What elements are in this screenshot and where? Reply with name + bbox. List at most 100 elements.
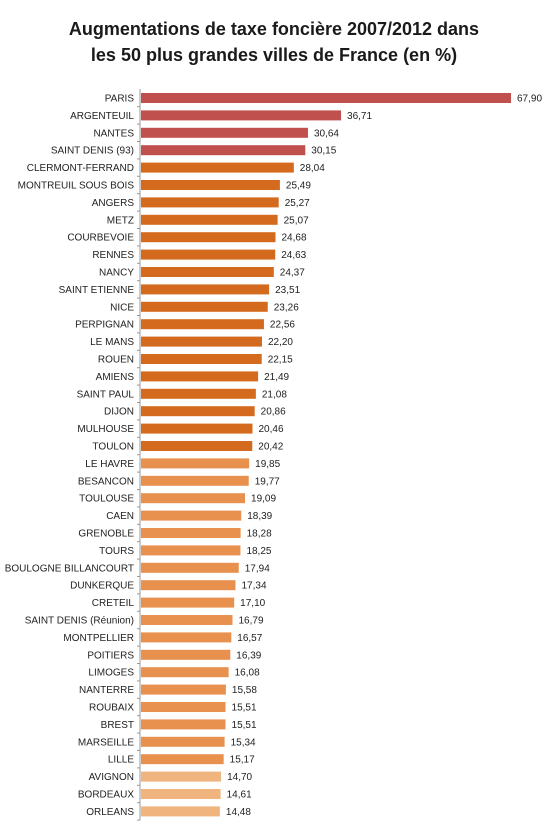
category-label: LILLE (108, 755, 134, 766)
bar (141, 736, 225, 747)
chart-title-line-1: Augmentations de taxe foncière 2007/2012… (68, 19, 480, 39)
category-label: AVIGNON (89, 772, 134, 783)
bar (141, 458, 250, 469)
category-label: SAINT DENIS (93) (51, 146, 134, 157)
category-label: POITIERS (87, 650, 134, 661)
bar (141, 214, 278, 225)
category-label: LE HAVRE (85, 459, 134, 470)
category-label: DIJON (104, 407, 134, 418)
bar (141, 789, 221, 799)
value-label: 16,79 (238, 616, 263, 627)
bar (141, 127, 308, 138)
value-label: 24,63 (281, 250, 306, 261)
value-label: 22,15 (268, 355, 293, 366)
bar (141, 319, 264, 330)
category-label: NANTERRE (79, 685, 134, 696)
bar (141, 580, 236, 591)
value-label: 22,20 (268, 337, 293, 348)
category-label: RENNES (92, 250, 134, 261)
value-label: 16,57 (237, 633, 262, 644)
value-label: 16,08 (235, 668, 260, 679)
category-label: PARIS (105, 94, 135, 105)
value-label: 17,10 (240, 598, 265, 609)
value-label: 18,25 (246, 546, 271, 557)
value-label: 20,46 (258, 424, 283, 435)
value-label: 18,28 (247, 529, 272, 540)
category-label: TOURS (99, 546, 134, 557)
bar (141, 423, 253, 434)
value-label: 20,42 (258, 442, 283, 453)
bar (141, 406, 255, 417)
value-label: 15,34 (231, 737, 256, 748)
category-label: TOULON (93, 442, 135, 453)
bar (141, 110, 342, 121)
bar (141, 649, 231, 660)
bar (141, 702, 226, 712)
bar (141, 371, 259, 382)
bar (141, 197, 279, 208)
bar (141, 754, 224, 765)
value-label: 24,37 (280, 268, 305, 279)
value-label: 17,34 (241, 581, 266, 592)
value-label: 25,49 (286, 181, 311, 192)
bar (141, 249, 276, 260)
category-label: BESANCON (78, 476, 134, 487)
value-label: 25,07 (284, 215, 309, 226)
category-label: ARGENTEUIL (70, 111, 134, 122)
bar (141, 267, 274, 277)
category-label: MULHOUSE (77, 424, 134, 435)
bar (141, 528, 241, 538)
value-label: 25,27 (285, 198, 310, 209)
value-label: 24,68 (281, 233, 306, 244)
category-label: GRENOBLE (78, 529, 134, 540)
bar (141, 771, 222, 782)
value-label: 18,39 (247, 511, 272, 522)
value-label: 15,51 (232, 720, 257, 731)
bar (141, 632, 232, 643)
value-label: 15,17 (230, 755, 255, 766)
bar (141, 354, 262, 364)
category-label: CLERMONT-FERRAND (27, 163, 134, 174)
bar (141, 145, 306, 156)
category-label: LE MANS (90, 337, 134, 348)
value-label: 23,51 (275, 285, 300, 296)
category-label: TOULOUSE (79, 494, 134, 505)
category-label: NANCY (99, 268, 134, 279)
value-label: 28,04 (300, 163, 325, 174)
value-label: 17,94 (245, 563, 270, 574)
bar (141, 284, 270, 295)
category-label: PERPIGNAN (75, 320, 134, 331)
bar (141, 441, 253, 451)
value-label: 30,64 (314, 128, 339, 139)
category-label: LIMOGES (88, 668, 134, 679)
bar (141, 336, 262, 347)
bar (141, 510, 242, 521)
bar (141, 232, 276, 243)
category-label: SAINT PAUL (77, 389, 135, 400)
value-label: 14,61 (227, 790, 252, 801)
bar (141, 597, 235, 608)
category-label: SAINT DENIS (Réunion) (25, 616, 134, 627)
category-label: DUNKERQUE (70, 581, 134, 592)
category-label: MONTREUIL SOUS BOIS (18, 181, 135, 192)
value-label: 16,39 (236, 650, 261, 661)
value-label: 67,90 (517, 94, 542, 105)
value-label: 15,51 (232, 703, 257, 714)
value-label: 36,71 (347, 111, 372, 122)
bar (141, 562, 239, 573)
value-label: 21,49 (264, 372, 289, 383)
value-label: 19,85 (255, 459, 280, 470)
value-label: 20,86 (261, 407, 286, 418)
value-label: 19,09 (251, 494, 276, 505)
category-label: ORLEANS (86, 807, 134, 818)
value-label: 14,48 (226, 807, 251, 818)
chart-title-line-2: les 50 plus grandes villes de France (en… (90, 45, 458, 65)
category-label: CAEN (106, 511, 134, 522)
bar (141, 493, 246, 504)
category-label: MARSEILLE (78, 737, 134, 748)
value-label: 14,70 (227, 772, 252, 783)
bar (141, 301, 268, 312)
bar (141, 615, 233, 625)
value-label: 22,56 (270, 320, 295, 331)
